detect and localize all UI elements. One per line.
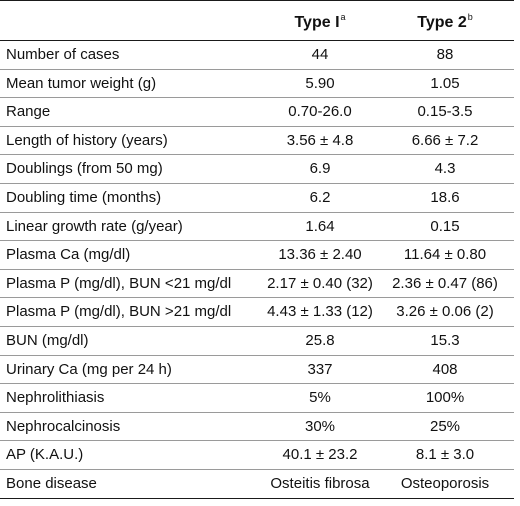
table-row: Plasma Ca (mg/dl) 13.36 ± 2.40 11.64 ± 0.8…: [0, 241, 514, 270]
type2-value: 8.1 ± 3.0: [415, 446, 475, 464]
header-type2-footnote: b: [467, 12, 473, 22]
table-row: BUN (mg/dl) 25.8 15.3: [0, 327, 514, 356]
type2-value: 18.6: [430, 188, 460, 206]
row-label: AP (K.A.U.): [6, 446, 84, 464]
table-row: Nephrolithiasis 5% 100%: [0, 384, 514, 413]
type2-value: 4.3: [434, 160, 456, 178]
type1-value: 30%: [304, 417, 336, 435]
row-label: Doubling time (months): [6, 188, 162, 206]
row-label: Range: [6, 103, 51, 121]
type1-value: 6.9: [309, 160, 331, 178]
row-label: Bone disease: [6, 474, 97, 492]
header-type1-label: Type I: [294, 14, 340, 31]
type2-value: 25%: [429, 417, 461, 435]
type2-value: 2.36 ± 0.47 (86): [392, 274, 498, 292]
type2-value: 1.05: [430, 74, 460, 92]
row-label: Plasma Ca (mg/dl): [6, 246, 131, 264]
type1-value: 2.17 ± 0.40 (32): [267, 274, 373, 292]
type2-value: 3.26 ± 0.06 (2): [396, 303, 494, 321]
table-row: Nephrocalcinosis 30% 25%: [0, 413, 514, 442]
table-header: Type Ia Type 2b: [0, 0, 514, 41]
type1-value: 0.70-26.0: [288, 103, 352, 121]
header-type2: Type 2b: [380, 12, 510, 32]
type1-value: Osteitis fibrosa: [270, 474, 370, 492]
table-row: Mean tumor weight (g) 5.90 1.05: [0, 70, 514, 99]
type1-value: 40.1 ± 23.2: [282, 446, 358, 464]
row-label: Plasma P (mg/dl), BUN >21 mg/dl: [6, 303, 232, 321]
header-type1-footnote: a: [340, 12, 346, 22]
table-row: Doublings (from 50 mg) 6.9 4.3: [0, 155, 514, 184]
table-row: Linear growth rate (g/year) 1.64 0.15: [0, 213, 514, 242]
table-row: Length of history (years) 3.56 ± 4.8 6.66 …: [0, 127, 514, 156]
type2-value: 6.66 ± 7.2: [411, 131, 479, 149]
row-label: Doublings (from 50 mg): [6, 160, 163, 178]
type1-value: 3.56 ± 4.8: [286, 131, 354, 149]
table-row: Bone disease Osteitis fibrosa Osteoporosis: [0, 470, 514, 499]
type2-value: Osteoporosis: [400, 474, 490, 492]
row-label: Number of cases: [6, 46, 120, 63]
table-row: Doubling time (months) 6.2 18.6: [0, 184, 514, 213]
comparison-table: Type Ia Type 2b Number of cases 44 88 Mean …: [0, 0, 514, 499]
table-row: Range 0.70-26.0 0.15-3.5: [0, 98, 514, 127]
type1-value: 25.8: [305, 331, 335, 349]
type1-value: 1.64: [305, 217, 335, 235]
type1-value: 5.90: [305, 74, 335, 92]
type1-value: 337: [307, 360, 333, 378]
row-label: Length of history (years): [6, 131, 168, 149]
row-label: Nephrolithiasis: [6, 389, 105, 407]
type2-value: 0.15: [430, 217, 460, 235]
row-label: Mean tumor weight (g): [6, 74, 157, 92]
table-body: Number of cases 44 88 Mean tumor weight (g)…: [0, 41, 514, 499]
row-label: BUN (mg/dl): [6, 331, 89, 349]
type1-value: 5%: [309, 389, 331, 407]
row-label: Plasma P (mg/dl), BUN <21 mg/dl: [6, 274, 232, 292]
row-label: Linear growth rate (g/year): [6, 217, 183, 235]
type1-value: 6.2: [309, 188, 331, 206]
type2-value: 88: [436, 46, 454, 63]
type2-value: 408: [432, 360, 458, 378]
row-label: Nephrocalcinosis: [6, 417, 121, 435]
table-row: Plasma P (mg/dl), BUN >21 mg/dl 4.43 ± 1.…: [0, 298, 514, 327]
table-row: Plasma P (mg/dl), BUN <21 mg/dl 2.17 ± 0.…: [0, 270, 514, 299]
type1-value: 44: [311, 46, 329, 63]
type2-value: 15.3: [430, 331, 460, 349]
type2-value: 0.15-3.5: [417, 103, 473, 121]
header-type1: Type Ia: [245, 12, 395, 32]
type2-value: 11.64 ± 0.80: [403, 246, 487, 264]
table-row: Number of cases 44 88: [0, 41, 514, 70]
type2-value: 100%: [425, 389, 465, 407]
table-row: AP (K.A.U.) 40.1 ± 23.2 8.1 ± 3.0: [0, 441, 514, 470]
type1-value: 13.36 ± 2.40: [278, 246, 362, 264]
table-row: Urinary Ca (mg per 24 h) 337 408: [0, 356, 514, 385]
row-label: Urinary Ca (mg per 24 h): [6, 360, 172, 378]
type1-value: 4.43 ± 1.33 (12): [267, 303, 373, 321]
header-type2-label: Type 2: [417, 14, 467, 31]
